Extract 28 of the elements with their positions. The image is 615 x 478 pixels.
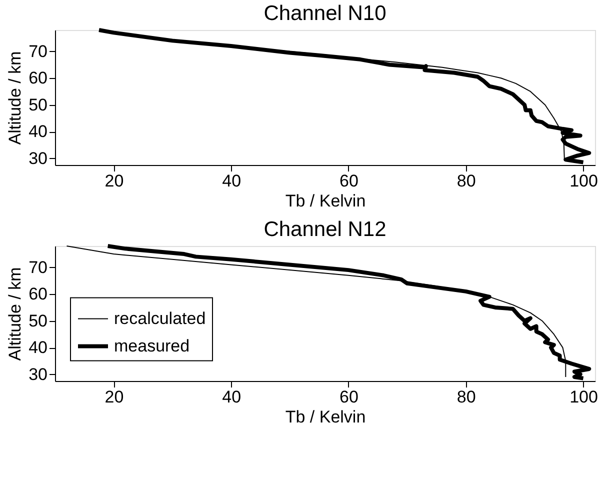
y-axis-title: Altitude / km bbox=[6, 267, 25, 361]
y-tick-label: 60 bbox=[28, 68, 48, 88]
x-tick-label: 60 bbox=[340, 388, 358, 406]
legend-label: recalculated bbox=[114, 308, 206, 328]
y-tick-label: 70 bbox=[28, 42, 48, 61]
y-tick-label: 70 bbox=[28, 258, 48, 277]
chart-title: Channel N12 bbox=[264, 218, 386, 241]
x-tick-label: 80 bbox=[456, 172, 476, 190]
y-tick-label: 30 bbox=[28, 364, 48, 384]
chart-title: Channel N10 bbox=[264, 2, 386, 25]
y-tick-label: 50 bbox=[28, 95, 48, 114]
y-tick-label: 30 bbox=[28, 148, 48, 168]
legend-label: measured bbox=[114, 336, 190, 356]
y-axis-title: Altitude / km bbox=[6, 51, 25, 145]
y-tick-label: 50 bbox=[28, 311, 48, 330]
x-tick-label: 40 bbox=[222, 172, 242, 190]
x-tick-label: 40 bbox=[222, 388, 242, 406]
x-tick-label: 60 bbox=[340, 172, 358, 190]
x-tick-label: 20 bbox=[104, 172, 124, 190]
x-tick-label: 80 bbox=[456, 388, 476, 406]
y-tick-label: 40 bbox=[28, 122, 48, 142]
x-tick-label: 100 bbox=[570, 388, 598, 406]
x-axis-title: Tb / Kelvin bbox=[285, 408, 366, 426]
x-axis-title: Tb / Kelvin bbox=[285, 192, 366, 210]
x-tick-label: 20 bbox=[104, 388, 124, 406]
y-tick-label: 60 bbox=[28, 284, 48, 304]
x-tick-label: 100 bbox=[570, 172, 598, 190]
y-tick-label: 40 bbox=[28, 338, 48, 358]
